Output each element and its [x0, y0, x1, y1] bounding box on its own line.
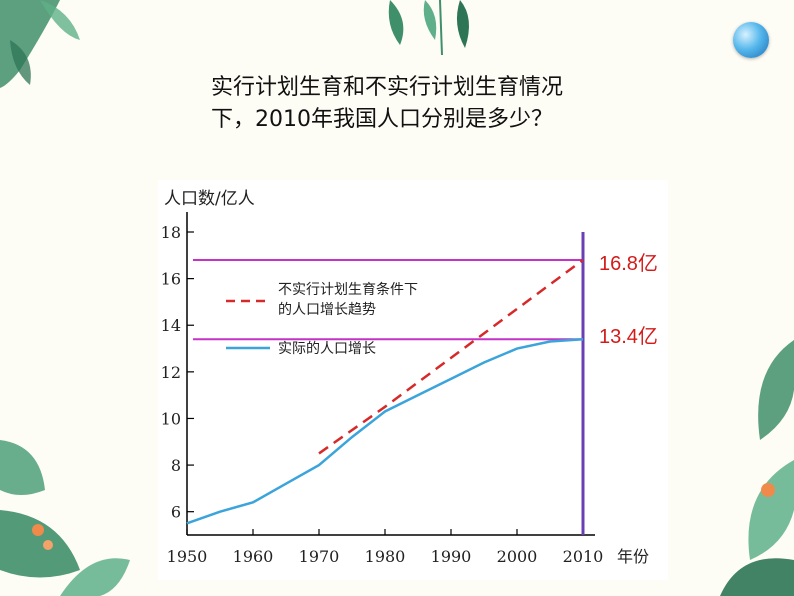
question-text: 实行计划生育和不实行计划生育情况 下，2010年我国人口分别是多少？ — [211, 72, 651, 136]
question-line-1: 实行计划生育和不实行计划生育情况 — [211, 75, 564, 100]
series-line-projection — [318, 258, 584, 455]
x-tick-label: 1950 — [167, 547, 208, 566]
x-tick-label: 1960 — [233, 547, 274, 566]
y-tick-label: 16 — [161, 270, 181, 289]
x-tick-label: 1980 — [365, 547, 406, 566]
annotation-13-4: 13.4亿 — [599, 326, 658, 348]
y-tick-label: 14 — [161, 316, 181, 335]
series-line-actual — [186, 337, 584, 525]
globe-icon — [733, 22, 769, 58]
x-tick-label: 1990 — [431, 547, 472, 566]
leaf-decoration-top-left — [0, 0, 80, 88]
legend-label-projection-line1: 不实行计划生育条件下 — [278, 281, 418, 298]
x-tick-label: 2010 — [563, 547, 604, 566]
y-tick-label: 6 — [171, 503, 181, 522]
question-line-2: 下，2010年我国人口分别是多少？ — [211, 107, 553, 132]
x-tick-label: 2000 — [497, 547, 538, 566]
annotation-16-8: 16.8亿 — [599, 253, 658, 275]
leaf-decoration-bottom-right — [720, 340, 794, 596]
population-chart: 6 8 10 12 14 16 18 1950 1960 1970 1980 1990 2000 2010… — [161, 189, 649, 566]
y-axis-label: 人口数/亿人 — [164, 189, 255, 209]
y-tick-label: 10 — [161, 409, 181, 428]
leaf-decoration-bottom-left — [0, 440, 130, 596]
leaf-decoration-top — [388, 0, 469, 56]
legend-label-projection-line2: 的人口增长趋势 — [278, 302, 376, 318]
x-tick-label: 1970 — [299, 547, 340, 566]
y-tick-label: 12 — [161, 363, 181, 382]
y-tick-label: 8 — [171, 456, 181, 475]
y-tick-label: 18 — [161, 223, 181, 242]
chart-panel: 6 8 10 12 14 16 18 1950 1960 1970 1980 1990 2000 2010… — [158, 180, 668, 580]
x-axis-label: 年份 — [617, 547, 649, 566]
legend-label-actual: 实际的人口增长 — [278, 341, 376, 357]
